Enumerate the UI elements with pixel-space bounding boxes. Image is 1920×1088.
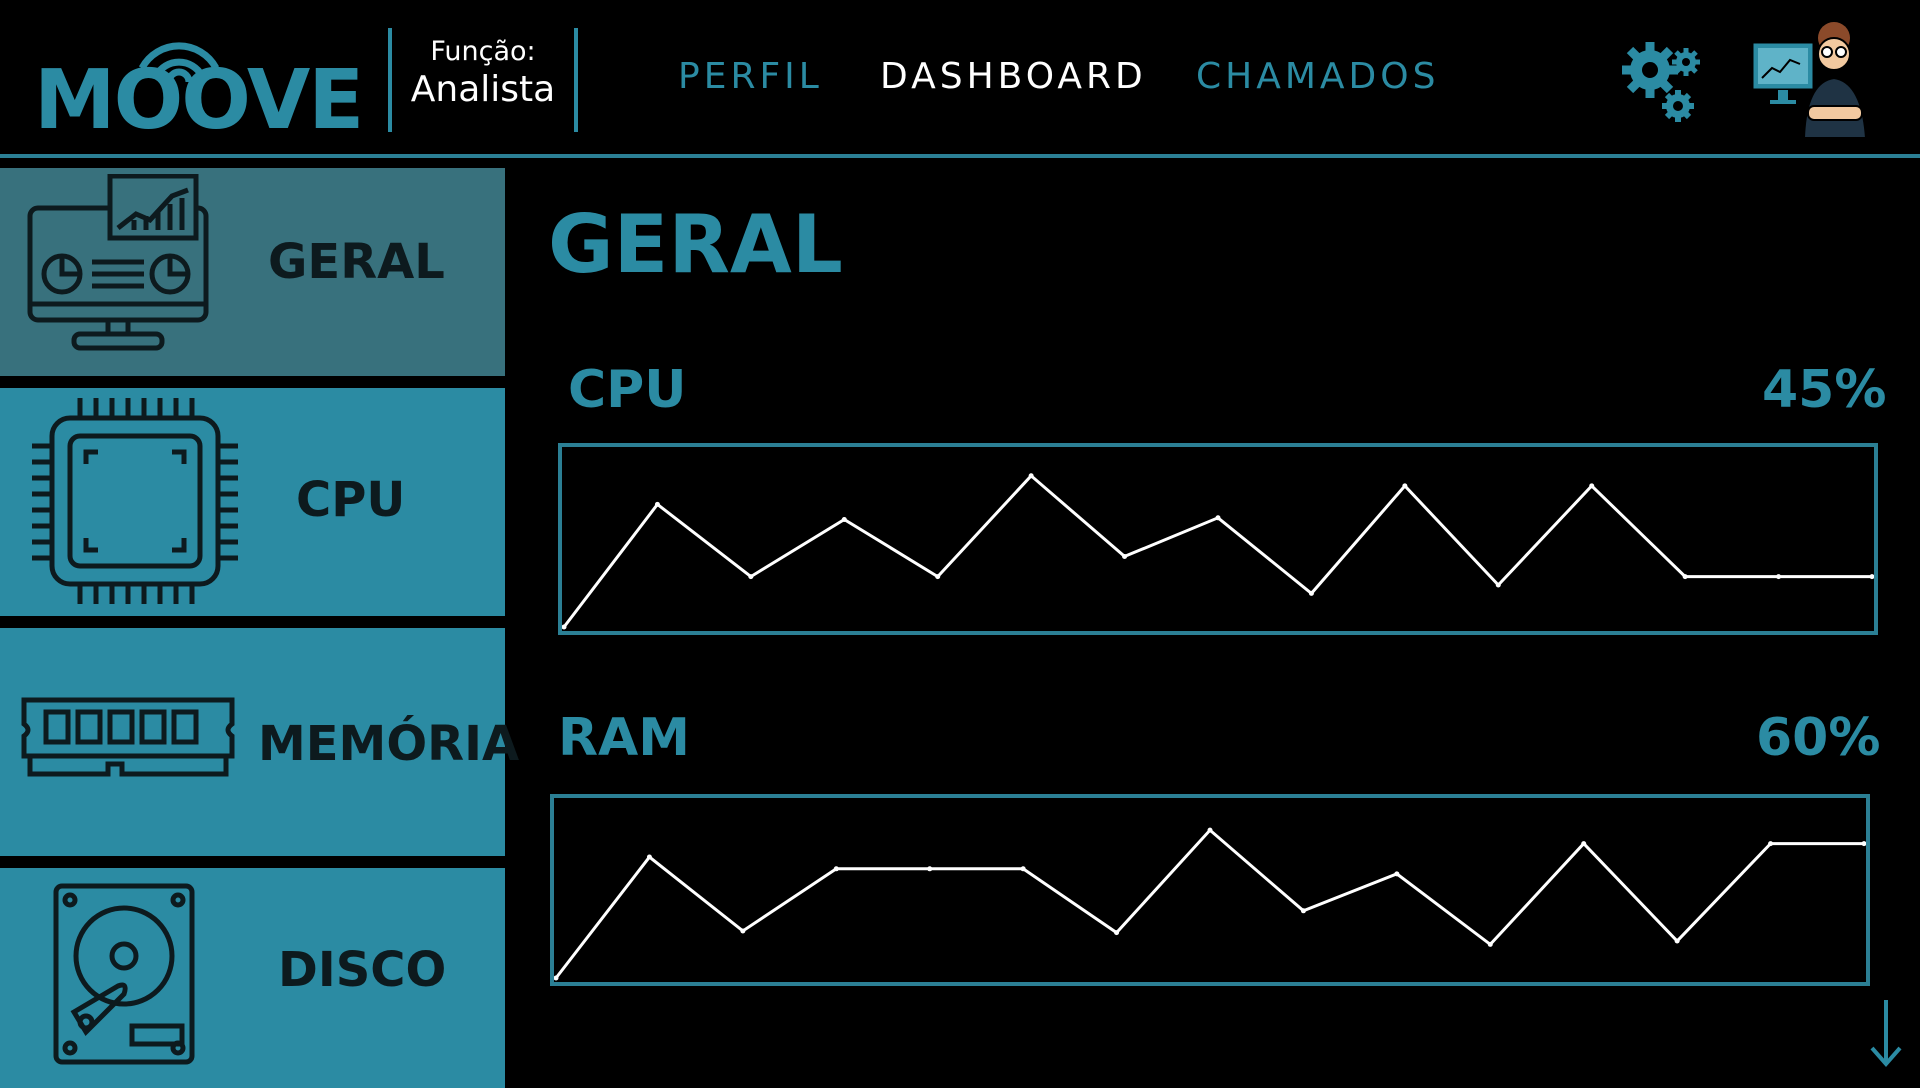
- data-point: [1674, 938, 1680, 944]
- data-point: [1122, 553, 1128, 559]
- sidebar-item-label: DISCO: [278, 942, 447, 998]
- metric-ram-value: 60%: [1756, 708, 1881, 768]
- role-info: Função: Analista: [388, 28, 578, 132]
- sidebar-item-disco[interactable]: DISCO: [0, 868, 505, 1088]
- data-point: [935, 574, 941, 580]
- cpu-line-chart: [562, 473, 1874, 630]
- data-point: [841, 516, 847, 522]
- nav-dashboard[interactable]: DASHBOARD: [880, 56, 1147, 97]
- data-point: [1861, 841, 1866, 847]
- data-point: [1394, 871, 1400, 877]
- sidebar-item-geral[interactable]: GERAL: [0, 168, 505, 376]
- ram-line-chart: [554, 827, 1866, 981]
- data-point: [1581, 841, 1587, 847]
- role-label: Função:: [430, 36, 536, 67]
- data-point: [1207, 827, 1213, 833]
- data-point: [1020, 866, 1026, 872]
- data-point: [1487, 941, 1493, 947]
- metric-cpu-value: 45%: [1762, 360, 1887, 420]
- page-title: GERAL: [548, 198, 843, 291]
- data-point: [1308, 590, 1314, 596]
- data-point: [1215, 515, 1221, 521]
- data-point: [1495, 582, 1501, 588]
- data-point: [562, 624, 567, 630]
- memory-ram-icon: [21, 697, 235, 777]
- sidebar-item-cpu[interactable]: CPU: [0, 388, 505, 616]
- hard-disk-icon: [53, 883, 195, 1065]
- wifi-signal-icon: [138, 42, 220, 83]
- data-point: [1114, 930, 1120, 936]
- data-point: [833, 866, 839, 872]
- cpu-chip-icon: [32, 398, 238, 604]
- data-point: [1589, 483, 1595, 489]
- role-value: Analista: [410, 69, 556, 110]
- moove-logo[interactable]: MOOVE: [34, 20, 364, 142]
- sidebar-item-memoria[interactable]: MEMÓRIA: [0, 628, 519, 856]
- sidebar-item-label: GERAL: [268, 234, 445, 290]
- ram-chart: [550, 794, 1870, 986]
- nav-perfil[interactable]: PERFIL: [678, 56, 823, 97]
- data-point: [1768, 841, 1774, 847]
- data-point: [1869, 574, 1874, 580]
- data-point: [1300, 908, 1306, 914]
- scroll-down-arrow-icon[interactable]: [1866, 998, 1906, 1068]
- data-point: [748, 574, 754, 580]
- data-point: [1028, 473, 1034, 479]
- data-point: [1402, 483, 1408, 489]
- data-point: [554, 975, 559, 981]
- data-point: [646, 854, 652, 860]
- sidebar-item-label: MEMÓRIA: [258, 716, 520, 772]
- metric-ram-label: RAM: [558, 708, 691, 768]
- top-bar: MOOVE Função: Analista PERFIL DASHBOARD …: [0, 0, 1920, 158]
- logo-text: MOOVE: [34, 53, 364, 148]
- data-point: [654, 501, 660, 507]
- analyst-avatar-icon[interactable]: [1750, 20, 1876, 140]
- monitor-dashboard-icon: [27, 174, 209, 351]
- series-line: [554, 828, 1864, 979]
- series-line: [562, 473, 1872, 628]
- gears-icon[interactable]: [1618, 38, 1708, 128]
- data-point: [740, 928, 746, 934]
- cpu-chart: [558, 443, 1878, 635]
- data-point: [1682, 574, 1688, 580]
- sidebar-item-label: CPU: [296, 472, 406, 528]
- data-point: [927, 866, 933, 872]
- metric-cpu-label: CPU: [568, 360, 687, 420]
- data-point: [1776, 574, 1782, 580]
- nav-chamados[interactable]: CHAMADOS: [1196, 56, 1440, 97]
